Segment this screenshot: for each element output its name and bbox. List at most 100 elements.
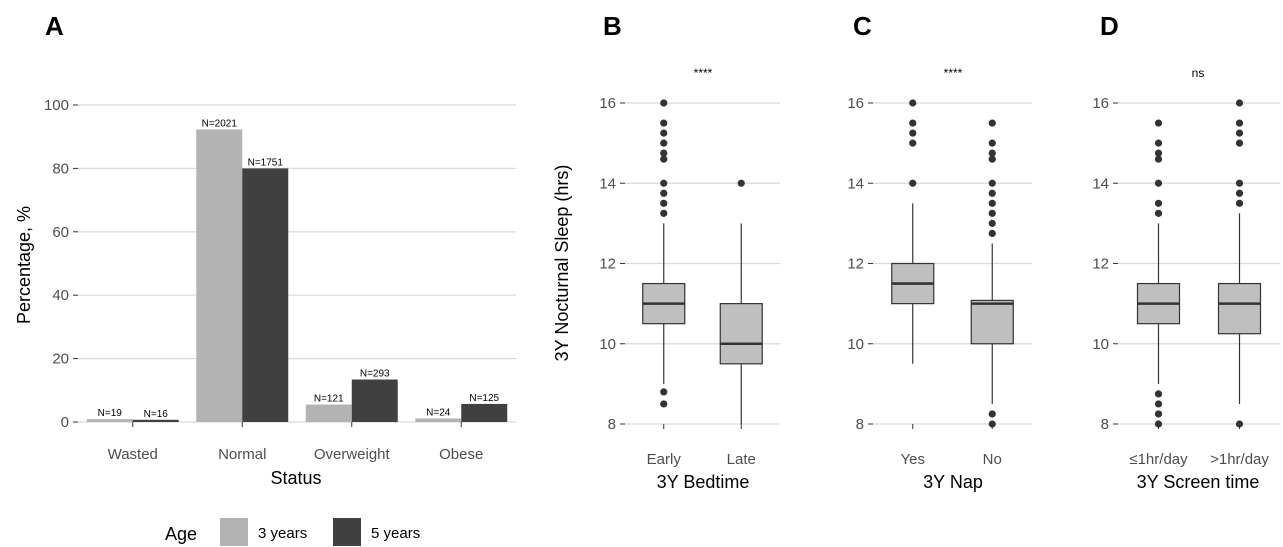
y-axis-title-b: 3Y Nocturnal Sleep (hrs) — [552, 165, 572, 362]
y-tick-label-a-80: 80 — [52, 160, 69, 177]
x-tick-label-d-le1hr-day: ≤1hr/day — [1129, 451, 1188, 468]
bar-normal-3-years — [196, 129, 243, 422]
y-tick-label-c-16: 16 — [847, 95, 864, 112]
outlier-d-gt1hr-day-4 — [1235, 139, 1244, 147]
panel-d-box-plot: D ns 3Y Screen time 8 10 12 14 16 ≤1hr/day >1h… — [1092, 11, 1280, 492]
x-tick-label-a-normal: Normal — [218, 446, 266, 463]
outlier-d-gt1hr-day-0 — [1235, 420, 1244, 428]
significance-b: **** — [694, 66, 713, 80]
ticks-c: 8 10 12 14 16 Yes No — [847, 95, 1002, 468]
outlier-c-no-3 — [988, 219, 996, 227]
outlier-c-no-10 — [988, 139, 996, 147]
y-tick-label-d-12: 12 — [1092, 256, 1109, 273]
y-tick-label-d-16: 16 — [1092, 95, 1109, 112]
box-group-d-gt1hr-day — [1217, 99, 1262, 428]
outlier-c-no-8 — [988, 155, 996, 163]
outlier-b-early-10 — [660, 119, 668, 127]
box-d-gt1hr-day — [1217, 282, 1262, 335]
box-group-b-late — [719, 179, 763, 424]
box-c-no — [970, 299, 1014, 345]
x-tick-label-b-late: Late — [727, 451, 756, 468]
bar-label-wasted-3-years: N=19 — [98, 408, 123, 419]
outlier-b-early-11 — [660, 99, 668, 107]
y-tick-label-c-10: 10 — [847, 336, 864, 353]
y-tick-label-b-16: 16 — [599, 95, 616, 112]
outlier-d-gt1hr-day-3 — [1235, 179, 1244, 187]
box-group-d-le1hr-day — [1136, 119, 1181, 428]
outlier-c-no-5 — [988, 199, 996, 207]
outlier-d-le1hr-day-10 — [1154, 119, 1163, 127]
outlier-d-le1hr-day-1 — [1154, 410, 1163, 418]
outlier-b-late-0 — [737, 179, 745, 187]
bar-normal-5-years — [242, 168, 289, 422]
outlier-d-le1hr-day-2 — [1154, 400, 1163, 408]
significance-c: **** — [944, 66, 963, 80]
y-tick-label-a-20: 20 — [52, 351, 69, 368]
outlier-b-early-1 — [660, 388, 668, 396]
outlier-c-yes-3 — [909, 119, 917, 127]
outlier-d-le1hr-day-9 — [1154, 139, 1163, 147]
outlier-b-early-3 — [660, 199, 668, 207]
outlier-d-gt1hr-day-7 — [1235, 99, 1244, 107]
outlier-b-early-8 — [660, 139, 668, 147]
legend-label-3-years: 3 years — [258, 525, 307, 542]
y-tick-label-d-10: 10 — [1092, 336, 1109, 353]
box-group-c-no — [970, 119, 1014, 428]
grid-b — [625, 102, 780, 425]
bar-label-overweight-5-years: N=293 — [360, 369, 390, 380]
legend-swatch-3-years — [220, 518, 248, 546]
grid-d — [1118, 102, 1280, 425]
y-tick-label-d-14: 14 — [1092, 175, 1109, 192]
outlier-c-no-1 — [988, 410, 996, 418]
outlier-b-early-2 — [660, 209, 668, 217]
x-tick-label-a-obese: Obese — [439, 446, 483, 463]
outlier-b-early-0 — [660, 400, 668, 408]
outlier-c-no-7 — [988, 179, 996, 187]
panel-letter-d: D — [1100, 11, 1119, 41]
bar-label-obese-3-years: N=24 — [426, 408, 451, 419]
x-axis-title-a: Status — [270, 468, 321, 488]
bar-label-overweight-3-years: N=121 — [314, 394, 344, 405]
ticks-b: 8 10 12 14 16 Early Late — [599, 95, 756, 468]
bar-obese-5-years — [461, 403, 508, 422]
box-b-late — [719, 303, 763, 365]
outlier-b-early-5 — [660, 179, 668, 187]
outlier-c-yes-0 — [909, 179, 917, 187]
x-tick-label-b-early: Early — [647, 451, 682, 468]
outlier-b-early-9 — [660, 129, 668, 137]
bar-label-normal-5-years: N=1751 — [248, 157, 284, 168]
outlier-d-le1hr-day-4 — [1154, 209, 1163, 217]
outlier-b-early-6 — [660, 155, 668, 163]
x-tick-label-d-gt1hr-day: >1hr/day — [1210, 451, 1269, 468]
outlier-d-le1hr-day-5 — [1154, 199, 1163, 207]
panel-b-box-plot: B **** 3Y Bedtime 3Y Nocturnal Sleep (hr… — [552, 11, 780, 492]
outlier-d-gt1hr-day-5 — [1235, 129, 1244, 137]
outlier-d-le1hr-day-7 — [1154, 155, 1163, 163]
outlier-c-no-6 — [988, 189, 996, 197]
bar-label-wasted-5-years: N=16 — [144, 409, 169, 420]
outlier-c-no-4 — [988, 209, 996, 217]
bar-label-obese-5-years: N=125 — [469, 393, 499, 404]
y-tick-label-c-12: 12 — [847, 256, 864, 273]
outlier-c-yes-4 — [909, 99, 917, 107]
y-tick-label-a-0: 0 — [61, 414, 69, 431]
outlier-d-gt1hr-day-1 — [1235, 199, 1244, 207]
panel-letter-b: B — [603, 11, 622, 41]
legend-title: Age — [165, 524, 197, 544]
significance-d: ns — [1192, 66, 1205, 80]
bar-overweight-3-years — [305, 404, 352, 422]
panel-a-bar-chart: A N=19 N=16 N=2021 N=1751 N=121 N=293 N=24 N=12… — [14, 11, 516, 546]
outlier-c-no-9 — [988, 149, 996, 157]
outlier-b-early-4 — [660, 189, 668, 197]
x-axis-title-c: 3Y Nap — [923, 472, 983, 492]
x-tick-label-c-no: No — [983, 451, 1002, 468]
outlier-d-gt1hr-day-2 — [1235, 189, 1244, 197]
bar-label-normal-3-years: N=2021 — [202, 118, 238, 129]
bar-wasted-3-years — [86, 419, 133, 422]
y-axis-title-a: Percentage, % — [14, 206, 34, 324]
outlier-c-yes-1 — [909, 139, 917, 147]
outlier-c-no-11 — [988, 119, 996, 127]
y-tick-label-b-8: 8 — [608, 416, 616, 433]
outlier-d-gt1hr-day-6 — [1235, 119, 1244, 127]
